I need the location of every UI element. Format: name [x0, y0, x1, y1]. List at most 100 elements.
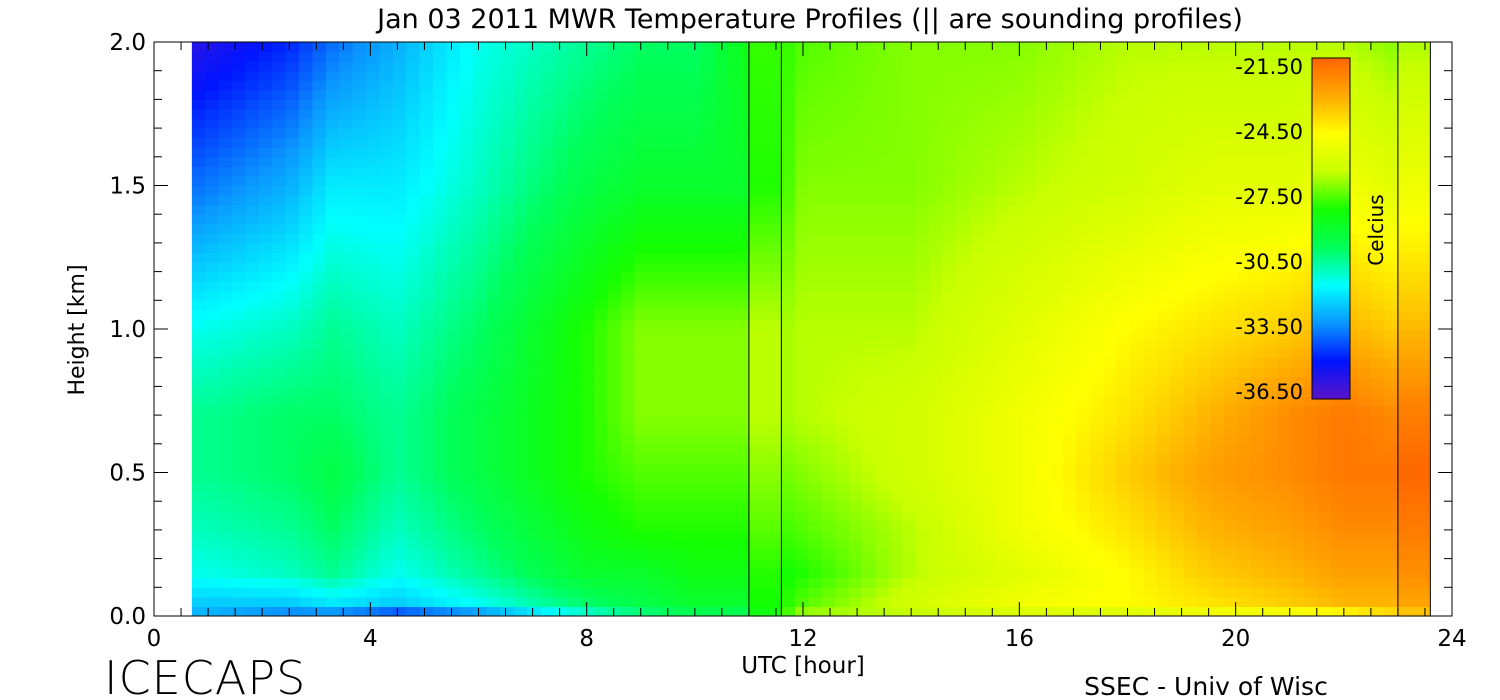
heatmap-cell — [352, 462, 367, 474]
heatmap-cell — [888, 242, 903, 254]
heatmap-cell — [392, 443, 407, 454]
heatmap-cell — [620, 252, 635, 263]
heatmap-cell — [433, 529, 448, 541]
heatmap-cell — [861, 281, 876, 292]
heatmap-cell — [245, 596, 260, 608]
heatmap-cell — [1143, 185, 1158, 196]
heatmap-cell — [580, 357, 595, 368]
heatmap-cell — [486, 434, 501, 445]
heatmap-cell — [808, 338, 823, 349]
heatmap-cell — [982, 147, 997, 158]
heatmap-cell — [1183, 395, 1198, 407]
heatmap-cell — [366, 529, 381, 541]
heatmap-cell — [312, 137, 327, 148]
heatmap-cell — [312, 223, 327, 234]
heatmap-cell — [1223, 491, 1238, 502]
heatmap-cell — [459, 549, 474, 560]
heatmap-cell — [701, 118, 716, 129]
heatmap-cell — [1344, 262, 1359, 273]
heatmap-cell — [647, 108, 662, 120]
heatmap-cell — [392, 262, 407, 273]
heatmap-cell — [1076, 271, 1091, 282]
heatmap-cell — [258, 281, 273, 292]
heatmap-cell — [701, 520, 716, 531]
heatmap-cell — [433, 108, 448, 120]
heatmap-cell — [272, 175, 287, 187]
heatmap-cell — [1344, 290, 1359, 301]
heatmap-cell — [1062, 89, 1077, 100]
heatmap-cell — [1156, 367, 1171, 378]
heatmap-cell — [660, 549, 675, 560]
heatmap-cell — [1089, 223, 1104, 234]
heatmap-cell — [1371, 329, 1386, 340]
heatmap-cell — [191, 185, 206, 196]
heatmap-cell — [433, 118, 448, 129]
heatmap-cell — [955, 204, 970, 215]
heatmap-cell — [607, 338, 622, 349]
heatmap-cell — [540, 214, 555, 225]
heatmap-cell — [486, 596, 501, 608]
heatmap-cell — [861, 242, 876, 254]
heatmap-cell — [607, 558, 622, 569]
heatmap-cell — [232, 558, 247, 569]
heatmap-cell — [1170, 128, 1185, 139]
heatmap-cell — [969, 108, 984, 120]
heatmap-cell — [1076, 185, 1091, 196]
heatmap-cell — [232, 80, 247, 91]
heatmap-cell — [1210, 118, 1225, 129]
heatmap-cell — [446, 262, 461, 273]
heatmap-cell — [191, 118, 206, 129]
heatmap-cell — [794, 195, 809, 206]
heatmap-cell — [433, 520, 448, 531]
heatmap-cell — [392, 128, 407, 139]
heatmap-cell — [419, 568, 434, 579]
heatmap-cell — [1183, 549, 1198, 560]
heatmap-cell — [942, 568, 957, 579]
heatmap-cell — [205, 357, 220, 368]
heatmap-cell — [1237, 577, 1252, 588]
heatmap-cell — [634, 147, 649, 158]
heatmap-cell — [1183, 367, 1198, 378]
heatmap-cell — [861, 108, 876, 120]
heatmap-cell — [821, 577, 836, 588]
heatmap-cell — [848, 262, 863, 273]
chart-title: Jan 03 2011 MWR Temperature Profiles (||… — [375, 4, 1243, 35]
heatmap-cell — [915, 108, 930, 120]
heatmap-cell — [540, 80, 555, 91]
heatmap-cell — [875, 290, 890, 301]
heatmap-cell — [1183, 137, 1198, 148]
heatmap-cell — [392, 558, 407, 569]
heatmap-cell — [1304, 214, 1319, 225]
heatmap-cell — [1250, 166, 1265, 177]
heatmap-cell — [727, 128, 742, 139]
heatmap-cell — [1076, 549, 1091, 560]
heatmap-cell — [969, 185, 984, 196]
heatmap-cell — [1277, 568, 1292, 579]
heatmap-cell — [1009, 405, 1024, 416]
heatmap-cell — [660, 491, 675, 502]
heatmap-cell — [1103, 166, 1118, 177]
heatmap-cell — [191, 233, 206, 244]
heatmap-cell — [1009, 195, 1024, 206]
heatmap-cell — [634, 214, 649, 225]
heatmap-cell — [1371, 118, 1386, 129]
heatmap-cell — [312, 242, 327, 254]
heatmap-cell — [392, 175, 407, 187]
heatmap-cell — [1304, 424, 1319, 435]
heatmap-cell — [473, 357, 488, 368]
heatmap-cell — [714, 290, 729, 301]
heatmap-cell — [1344, 367, 1359, 378]
heatmap-cell — [1049, 539, 1064, 550]
heatmap-cell — [982, 453, 997, 464]
heatmap-cell — [1223, 223, 1238, 234]
heatmap-cell — [500, 501, 515, 512]
heatmap-cell — [607, 118, 622, 129]
heatmap-cell — [218, 395, 233, 407]
heatmap-cell — [794, 223, 809, 234]
heatmap-cell — [325, 262, 340, 273]
heatmap-cell — [406, 118, 421, 129]
heatmap-cell — [1076, 520, 1091, 531]
heatmap-cell — [1290, 376, 1305, 387]
heatmap-cell — [1371, 99, 1386, 110]
heatmap-cell — [928, 539, 943, 550]
